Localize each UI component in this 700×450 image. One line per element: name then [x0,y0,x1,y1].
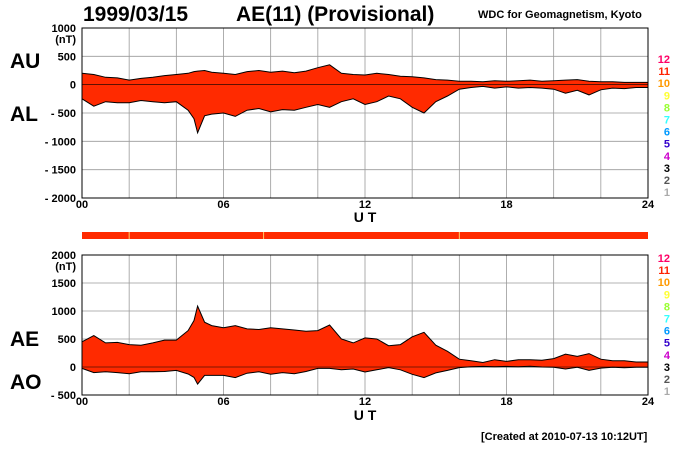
panel1-xtick-label: 12 [359,199,371,211]
panel2-ytick-label: - 500 [51,390,76,402]
panel1-station-count-label: 4 [664,151,671,163]
panel1-upper-series-label: AU [10,50,40,73]
panel2-frame [81,254,649,396]
panel2-xtick-label: 24 [642,396,655,408]
panel2-xaxis-label: U T [354,407,377,423]
page-title-date: 1999/03/15 [83,3,189,26]
panel2-ytick-label: 2000 [52,250,76,262]
panel1-station-count-label: 11 [658,66,670,78]
panel1-ytick-label: 1000 [52,23,76,35]
panel2-station-count-label: 10 [658,277,670,289]
panel2-ytick-label: 500 [58,334,76,346]
panel1-station-count-label: 12 [658,54,670,66]
panel1-ytick-label: - 2000 [45,193,76,205]
panel1-series-au-line [81,64,648,83]
panel2-station-count-label: 7 [664,314,670,326]
panel2-xtick-label: 00 [76,396,88,408]
panel1-station-count-label: 5 [664,139,670,151]
panel1-xtick-label: 06 [217,199,229,211]
panel1-station-count-label: 3 [664,163,670,175]
panel1-lower-series-label: AL [10,103,38,126]
panel2-station-count-label: 8 [664,301,670,313]
panel1-ytick-label: - 1500 [45,165,76,177]
panel2-ytick-label: 1000 [52,306,76,318]
page-title-index: AE(11) (Provisional) [236,3,435,26]
station-availability-bar [82,232,648,239]
panel2-band-fill [82,306,648,385]
panel1-series-al-line [81,85,648,135]
panel2-station-count-label: 9 [664,289,670,301]
panel1-ytick-label: - 500 [51,108,76,120]
panel1-station-count-label: 1 [664,187,670,199]
panel1-xtick-label: 18 [500,199,512,211]
panel2-ytick-label: 1500 [52,278,76,290]
panel1-ytick-label: - 1000 [45,136,76,148]
panel1-ytick-label: 500 [58,51,76,63]
panel1-station-count-label: 9 [664,90,670,102]
panel2-upper-series-label: AE [10,328,39,351]
organization-label: WDC for Geomagnetism, Kyoto [478,9,642,21]
panel2-xtick-label: 06 [217,396,229,408]
panel1-xaxis-label: U T [354,209,377,225]
panel1-station-count-label: 2 [664,175,670,187]
panel1-xtick-label: 24 [642,199,655,211]
panel2-station-count-label: 5 [664,338,670,350]
panel2-station-count-label: 1 [664,386,670,398]
panel2-unit-label: (nT) [55,261,76,273]
panel1-station-count-label: 10 [658,78,670,90]
panel1-ytick-label: 0 [70,80,76,92]
panel2-xtick-label: 18 [500,396,512,408]
panel1-station-count-label: 8 [664,102,670,114]
panel2-series-ae-line [81,304,648,364]
panel2-station-count-label: 3 [664,362,670,374]
panel2-station-count-label: 2 [664,374,670,386]
panel2-xtick-label: 12 [359,396,371,408]
panel1-unit-label: (nT) [55,34,76,46]
panel1-xtick-label: 00 [76,199,88,211]
panel1-frame [81,27,649,199]
panel1-station-count-label: 7 [664,115,670,127]
panel2-lower-series-label: AO [10,371,42,394]
panel2-station-count-label: 11 [658,265,670,277]
panel2-station-count-label: 12 [658,253,670,265]
panel2-station-count-label: 4 [664,350,671,362]
panel2-station-count-label: 6 [664,326,670,338]
panel2-ytick-label: 0 [70,362,76,374]
panel1-station-count-label: 6 [664,127,670,139]
created-timestamp: [Created at 2010-07-13 10:12UT] [481,431,648,443]
